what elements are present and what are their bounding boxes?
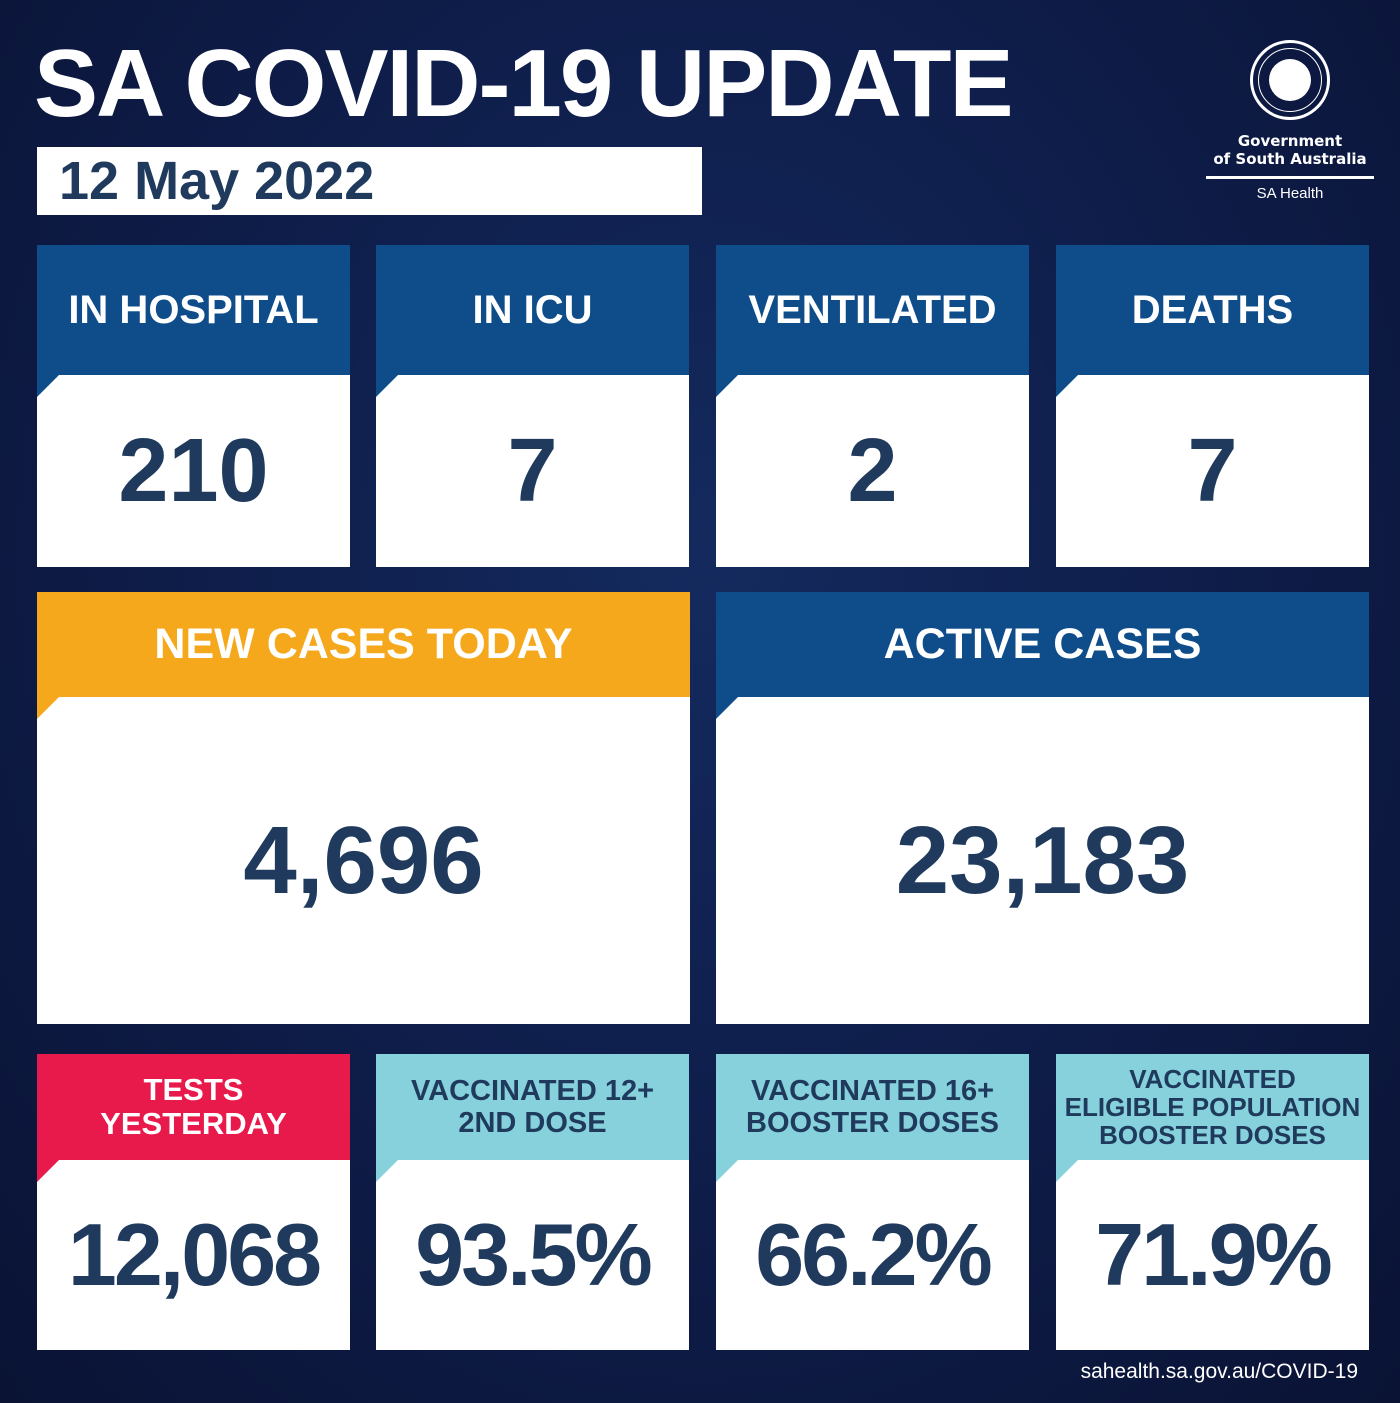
ventilated-card: VENTILATED 2 xyxy=(716,245,1029,567)
card-label: DEATHS xyxy=(1131,287,1294,332)
card-label: IN HOSPITAL xyxy=(68,287,319,332)
card-value: 7 xyxy=(1056,375,1369,567)
in-hospital-card: IN HOSPITAL 210 xyxy=(37,245,350,567)
card-value: 7 xyxy=(376,375,689,567)
card-label: VENTILATED xyxy=(748,287,997,332)
card-label: ACTIVE CASES xyxy=(883,620,1202,668)
seal-icon xyxy=(1250,40,1330,120)
card-value: 23,183 xyxy=(716,697,1369,1024)
card-value: 4,696 xyxy=(37,697,690,1024)
date-label: 12 May 2022 xyxy=(59,151,375,211)
logo-divider xyxy=(1206,176,1374,179)
sa-government-logo: Government of South Australia SA Health xyxy=(1200,40,1380,202)
org-line1: Government xyxy=(1237,132,1343,150)
deaths-card: DEATHS 7 xyxy=(1056,245,1369,567)
card-value: 93.5% xyxy=(376,1160,689,1350)
footer-url: sahealth.sa.gov.au/COVID-19 xyxy=(1080,1360,1358,1383)
card-label: VACCINATED ELIGIBLE POPULATION BOOSTER DOS… xyxy=(1064,1064,1361,1150)
card-label: TESTS YESTERDAY xyxy=(100,1072,287,1141)
date-box: 12 May 2022 xyxy=(37,147,702,215)
card-value: 12,068 xyxy=(37,1160,350,1350)
card-value: 66.2% xyxy=(716,1160,1029,1350)
page-title: SA COVID-19 UPDATE xyxy=(34,30,1013,137)
card-label: NEW CASES TODAY xyxy=(154,620,573,668)
new-cases-card: NEW CASES TODAY 4,696 xyxy=(37,592,690,1024)
active-cases-card: ACTIVE CASES 23,183 xyxy=(716,592,1369,1024)
card-value: 2 xyxy=(716,375,1029,567)
card-label: VACCINATED 16+ BOOSTER DOSES xyxy=(746,1075,999,1139)
org-line2: of South Australia xyxy=(1213,150,1367,168)
card-value: 210 xyxy=(37,375,350,567)
vaccinated-16-card: VACCINATED 16+ BOOSTER DOSES 66.2% xyxy=(716,1054,1029,1350)
dept-name: SA Health xyxy=(1256,185,1324,202)
vaccinated-12-card: VACCINATED 12+ 2ND DOSE 93.5% xyxy=(376,1054,689,1350)
card-label: VACCINATED 12+ 2ND DOSE xyxy=(410,1075,655,1139)
vaccinated-eligible-card: VACCINATED ELIGIBLE POPULATION BOOSTER DOS… xyxy=(1056,1054,1369,1350)
tests-card: TESTS YESTERDAY 12,068 xyxy=(37,1054,350,1350)
card-label: IN ICU xyxy=(472,287,593,332)
in-icu-card: IN ICU 7 xyxy=(376,245,689,567)
card-value: 71.9% xyxy=(1056,1160,1369,1350)
